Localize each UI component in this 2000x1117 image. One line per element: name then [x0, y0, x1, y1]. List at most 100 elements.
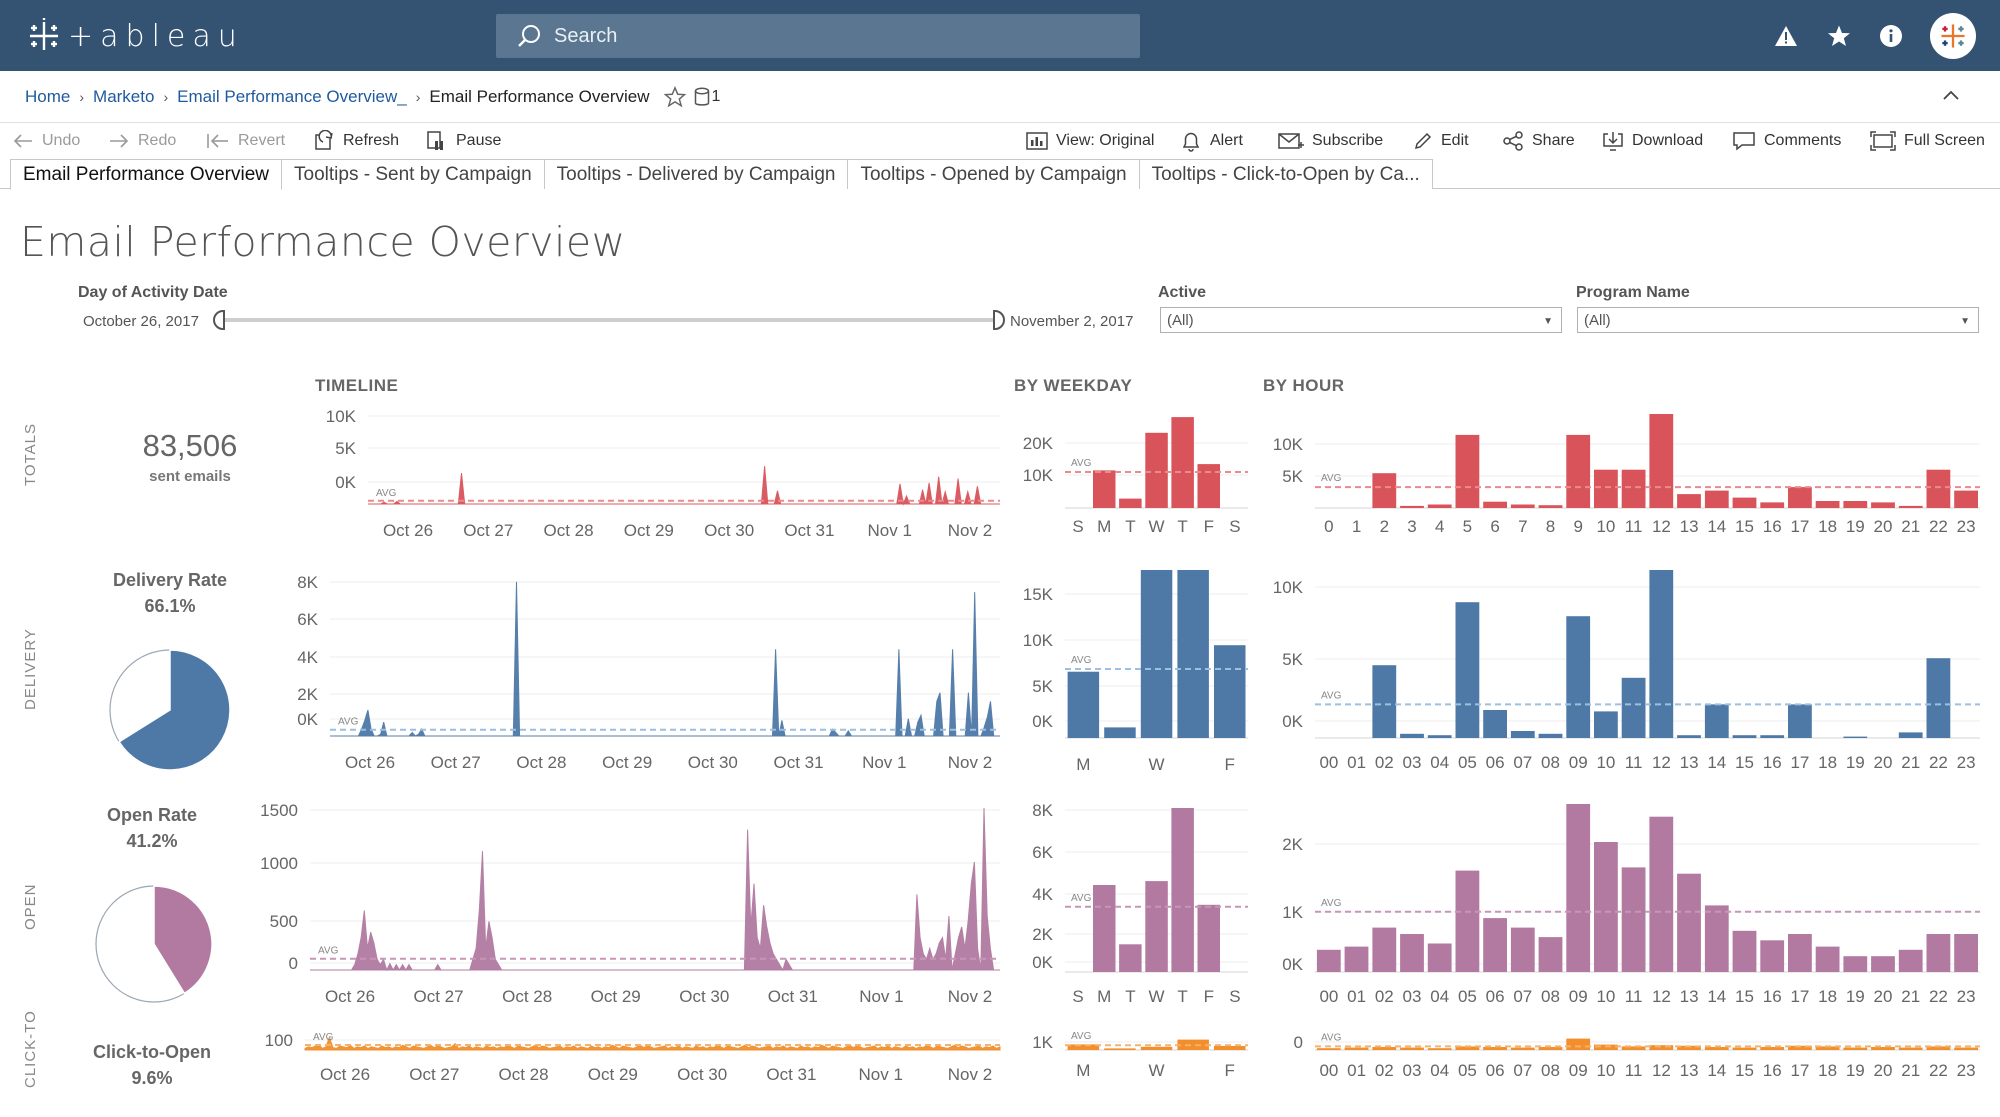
bar	[1372, 927, 1397, 972]
y-tick-label: 100	[265, 1031, 293, 1050]
bar	[1843, 736, 1868, 738]
search-input[interactable]: Search	[496, 14, 1140, 58]
opened-timeline-chart[interactable]: 1500 1000 500 0 AVG Oct 26 Oct 27 Oct 28 Oct 29 O…	[250, 798, 1005, 1010]
average-label: AVG	[313, 1032, 334, 1043]
x-tick-label: Oct 27	[414, 987, 464, 1006]
date-range-slider[interactable]	[219, 318, 999, 322]
tab-tooltips-delivered[interactable]: Tooltips - Delivered by Campaign	[543, 159, 849, 189]
comment-icon	[1733, 132, 1755, 151]
bar	[1483, 710, 1507, 738]
breadcrumb-project-link[interactable]: Marketo	[93, 86, 155, 106]
x-tick-label: 05	[1458, 987, 1477, 1006]
alert-button[interactable]: Alert	[1180, 123, 1243, 159]
full-screen-button[interactable]: Full Screen	[1870, 123, 1985, 159]
date-slider-end-handle[interactable]	[993, 310, 1005, 330]
bar	[1372, 473, 1397, 508]
click-timeline-chart[interactable]: 100 AVG Oct 26 Oct 27 Oct 28 Oct 29 Oct 30 Oct …	[255, 1030, 1005, 1086]
y-tick-label: 10K	[326, 407, 357, 426]
sent-timeline-chart[interactable]: 10K 5K 0K AVG Oct 26 Oct 27 Oct 28 Oct 29 Oct 30…	[300, 407, 1005, 546]
open-rate-pie[interactable]	[94, 884, 214, 1004]
click-by-weekday-chart[interactable]: 1K M W F AVG	[1010, 1030, 1252, 1086]
breadcrumb-home-link[interactable]: Home	[25, 86, 71, 106]
tab-email-performance-overview[interactable]: Email Performance Overview	[10, 159, 283, 190]
bar	[1145, 881, 1168, 972]
tab-tooltips-click-to-open[interactable]: Tooltips - Click-to-Open by Ca...	[1138, 159, 1433, 189]
undo-button[interactable]: Undo	[12, 123, 80, 159]
x-tick-label: S	[1229, 517, 1240, 536]
x-tick-label: W	[1148, 1061, 1164, 1080]
date-slider-start-handle[interactable]	[213, 310, 225, 330]
kpi-delivery-value: 66.1%	[144, 596, 196, 616]
subscribe-button[interactable]: Subscribe	[1278, 123, 1383, 159]
x-tick-label: T	[1125, 517, 1135, 536]
favorite-star-icon[interactable]	[663, 85, 686, 108]
bar	[1171, 808, 1194, 972]
comments-button[interactable]: Comments	[1732, 123, 1841, 159]
tab-tooltips-opened[interactable]: Tooltips - Opened by Campaign	[847, 159, 1140, 189]
data-source-button[interactable]: 1	[694, 86, 720, 107]
user-avatar[interactable]	[1930, 13, 1976, 59]
redo-button[interactable]: Redo	[108, 123, 176, 159]
bar	[1649, 414, 1674, 508]
favorites-button[interactable]	[1825, 22, 1853, 50]
download-icon	[1603, 132, 1623, 151]
average-label: AVG	[1321, 473, 1342, 484]
edit-button[interactable]: Edit	[1413, 123, 1469, 159]
x-tick-label: 20	[1874, 517, 1893, 536]
bar	[1538, 1047, 1563, 1050]
alert-warning-button[interactable]	[1772, 22, 1800, 50]
active-filter-dropdown[interactable]: (All) ▼	[1160, 307, 1562, 333]
tableau-logo[interactable]: +ableau	[26, 16, 244, 56]
active-filter-value: (All)	[1167, 311, 1194, 329]
x-tick-label: 19	[1846, 517, 1865, 536]
hour-section-title: BY HOUR	[1263, 376, 1345, 395]
x-tick-label: 20	[1874, 1061, 1893, 1080]
bar	[1400, 1047, 1424, 1050]
bar	[1760, 940, 1785, 972]
y-tick-label: 1K	[1282, 903, 1303, 922]
tab-tooltips-sent[interactable]: Tooltips - Sent by Campaign	[281, 159, 545, 189]
x-tick-label: 23	[1957, 517, 1976, 536]
subscribe-label: Subscribe	[1312, 132, 1384, 149]
info-button[interactable]	[1877, 22, 1905, 50]
x-tick-label: 04	[1430, 987, 1449, 1006]
x-tick-label: 17	[1790, 987, 1809, 1006]
download-button[interactable]: Download	[1602, 123, 1703, 159]
timeline-area	[310, 807, 1000, 972]
chevron-up-icon[interactable]	[1942, 87, 1960, 105]
comments-label: Comments	[1764, 132, 1842, 149]
x-tick-label: T	[1125, 987, 1135, 1006]
x-tick-label: F	[1204, 987, 1214, 1006]
x-tick-label: 04	[1430, 753, 1449, 772]
share-button[interactable]: Share	[1502, 123, 1575, 159]
opened-by-hour-chart[interactable]: 2K 1K 0K 00 01 02 03 04 05 06 07 08 09 10 11 12 13 14 15 16…	[1260, 798, 1980, 1010]
breadcrumb-workbook-link[interactable]: Email Performance Overview_	[177, 86, 407, 106]
click-by-hour-chart[interactable]: 000 01 02 03 04 05 06 07 08 09 10 11 12 13 14 15 16 17 18 1…	[1260, 1030, 1980, 1086]
bar	[1843, 956, 1868, 972]
kpi-sent-value: 83,506	[142, 428, 238, 463]
x-tick-label: Oct 26	[325, 987, 375, 1006]
delivered-by-weekday-chart[interactable]: 15K 10K 5K 0K M W F AVG	[1010, 566, 1252, 776]
program-filter-dropdown[interactable]: (All) ▼	[1577, 307, 1979, 333]
x-tick-label: 14	[1707, 987, 1726, 1006]
x-tick-label: 05	[1458, 1061, 1477, 1080]
refresh-label: Refresh	[343, 132, 400, 149]
mail-icon	[1278, 133, 1304, 149]
x-tick-label: 09	[1569, 987, 1588, 1006]
delivery-rate-pie[interactable]	[108, 648, 232, 772]
delivered-timeline-chart[interactable]: 8K 6K 4K 2K 0K AVG Oct 26 Oct 27 Oct 28 Oct 29 Oct…	[270, 566, 1005, 776]
bar	[1677, 873, 1701, 972]
bar	[1594, 842, 1618, 972]
bar	[1372, 665, 1397, 738]
delivered-by-hour-chart[interactable]: 10K 5K 0K 00 01 02 03 04 05 06 07 08 09 10 11 12 13 14 15 1…	[1260, 566, 1980, 776]
view-original-button[interactable]: View: Original	[1026, 123, 1154, 159]
bar	[1145, 432, 1168, 508]
x-tick-label: Oct 27	[409, 1065, 459, 1084]
revert-button[interactable]: Revert	[206, 123, 285, 159]
y-tick-label: 0	[1294, 1033, 1303, 1052]
refresh-button[interactable]: Refresh	[313, 123, 399, 159]
pause-button[interactable]: Pause	[426, 123, 501, 159]
